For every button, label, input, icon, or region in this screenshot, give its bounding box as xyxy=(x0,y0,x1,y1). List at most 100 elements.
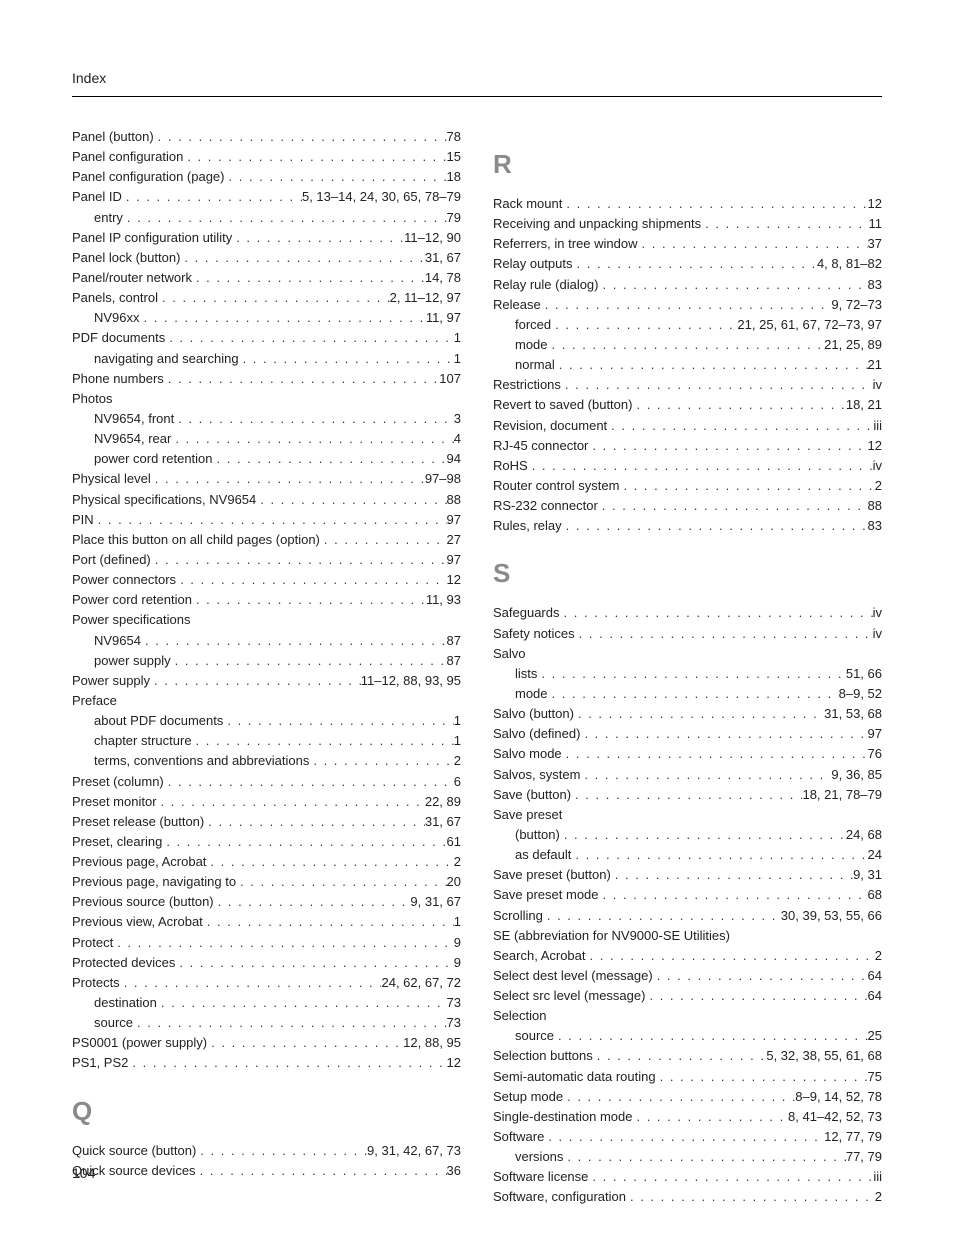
index-entry: SE (abbreviation for NV9000-SE Utilities… xyxy=(493,926,882,946)
index-entry: Release9, 72–73 xyxy=(493,295,882,315)
index-term: as default xyxy=(515,845,571,865)
index-term: Revision, document xyxy=(493,416,607,436)
index-term: versions xyxy=(515,1147,563,1167)
index-entry: Selection buttons5, 32, 38, 55, 61, 68 xyxy=(493,1046,882,1066)
index-pages: 9, 31, 42, 67, 73 xyxy=(367,1141,461,1161)
index-term: Panel configuration xyxy=(72,147,183,167)
index-entry: Restrictionsiv xyxy=(493,375,882,395)
leader-dots xyxy=(563,1147,845,1167)
leader-dots xyxy=(580,724,867,744)
index-pages: 1 xyxy=(454,912,461,932)
index-entry: chapter structure1 xyxy=(72,731,461,751)
index-entry: Previous view, Acrobat1 xyxy=(72,912,461,932)
leader-dots xyxy=(113,933,454,953)
index-entry: Referrers, in tree window37 xyxy=(493,234,882,254)
leader-dots xyxy=(541,295,832,315)
index-term: Save preset xyxy=(493,805,562,825)
leader-dots xyxy=(562,194,867,214)
index-term: about PDF documents xyxy=(94,711,223,731)
index-term: lists xyxy=(515,664,537,684)
index-term: Protect xyxy=(72,933,113,953)
index-term: Preset, clearing xyxy=(72,832,162,852)
index-pages: 79 xyxy=(447,208,461,228)
leader-dots xyxy=(151,469,425,489)
leader-dots xyxy=(560,825,846,845)
index-term: Save (button) xyxy=(493,785,571,805)
index-entry: source25 xyxy=(493,1026,882,1046)
index-pages: 18, 21 xyxy=(846,395,882,415)
index-entry: Revert to saved (button)18, 21 xyxy=(493,395,882,415)
index-entry: Software licenseiii xyxy=(493,1167,882,1187)
index-pages: 75 xyxy=(868,1067,882,1087)
index-pages: 31, 53, 68 xyxy=(824,704,882,724)
index-term: NV9654, rear xyxy=(94,429,171,449)
index-pages: 24 xyxy=(868,845,882,865)
leader-dots xyxy=(551,315,737,335)
index-entry: Photos xyxy=(72,389,461,409)
leader-dots xyxy=(580,765,831,785)
leader-dots xyxy=(560,603,873,623)
index-term: Save preset mode xyxy=(493,885,599,905)
index-term: Panel lock (button) xyxy=(72,248,180,268)
index-entry: lists51, 66 xyxy=(493,664,882,684)
index-term: Search, Acrobat xyxy=(493,946,586,966)
leader-dots xyxy=(214,892,411,912)
index-pages: 11–12, 90 xyxy=(404,228,461,248)
index-term: Preset (column) xyxy=(72,772,164,792)
index-entry: RoHSiv xyxy=(493,456,882,476)
index-term: Panel/router network xyxy=(72,268,192,288)
index-entry: Safety noticesiv xyxy=(493,624,882,644)
index-term: Salvo mode xyxy=(493,744,562,764)
index-entry: destination73 xyxy=(72,993,461,1013)
index-term: Photos xyxy=(72,389,112,409)
index-entry: Salvos, system9, 36, 85 xyxy=(493,765,882,785)
index-term: Restrictions xyxy=(493,375,561,395)
leader-dots xyxy=(548,684,839,704)
index-term: Previous page, Acrobat xyxy=(72,852,206,872)
leader-dots xyxy=(176,570,446,590)
index-pages: 97–98 xyxy=(425,469,461,489)
index-entry: Scrolling30, 39, 53, 55, 66 xyxy=(493,906,882,926)
index-entry: Relay rule (dialog)83 xyxy=(493,275,882,295)
index-pages: 12 xyxy=(447,570,461,590)
index-entry: Previous page, Acrobat2 xyxy=(72,852,461,872)
leader-dots xyxy=(165,328,454,348)
leader-dots xyxy=(611,865,853,885)
index-pages: 6 xyxy=(454,772,461,792)
index-pages: 8, 41–42, 52, 73 xyxy=(788,1107,882,1127)
index-term: Salvo (button) xyxy=(493,704,574,724)
index-pages: 18 xyxy=(447,167,461,187)
index-pages: iv xyxy=(873,456,882,476)
leader-dots xyxy=(150,671,361,691)
leader-dots xyxy=(555,355,868,375)
index-pages: 2 xyxy=(875,1187,882,1207)
index-term: Software xyxy=(493,1127,544,1147)
index-term: Save preset (button) xyxy=(493,865,611,885)
index-entry: Panel (button)78 xyxy=(72,127,461,147)
leader-dots xyxy=(537,664,845,684)
index-entry: NV96xx11, 97 xyxy=(72,308,461,328)
index-term: Panel ID xyxy=(72,187,122,207)
leader-dots xyxy=(236,872,446,892)
index-pages: 5, 13–14, 24, 30, 65, 78–79 xyxy=(302,187,461,207)
index-pages: 11, 97 xyxy=(426,308,461,328)
index-term: source xyxy=(94,1013,133,1033)
index-term: Select dest level (message) xyxy=(493,966,653,986)
leader-dots xyxy=(574,704,824,724)
leader-dots xyxy=(562,516,868,536)
index-pages: 36 xyxy=(447,1161,461,1181)
index-pages: iii xyxy=(873,1167,882,1187)
index-entry: RS-232 connector88 xyxy=(493,496,882,516)
index-entry: Rack mount12 xyxy=(493,194,882,214)
leader-dots xyxy=(607,416,873,436)
index-term: power supply xyxy=(94,651,171,671)
left-column: Panel (button)78Panel configuration15Pan… xyxy=(72,127,461,1208)
index-pages: 107 xyxy=(439,369,461,389)
index-entry: NV9654, front3 xyxy=(72,409,461,429)
index-pages: 68 xyxy=(868,885,882,905)
index-entry: Place this button on all child pages (op… xyxy=(72,530,461,550)
index-term: normal xyxy=(515,355,555,375)
index-term: Rack mount xyxy=(493,194,562,214)
index-term: Previous source (button) xyxy=(72,892,214,912)
index-pages: 12, 77, 79 xyxy=(824,1127,882,1147)
